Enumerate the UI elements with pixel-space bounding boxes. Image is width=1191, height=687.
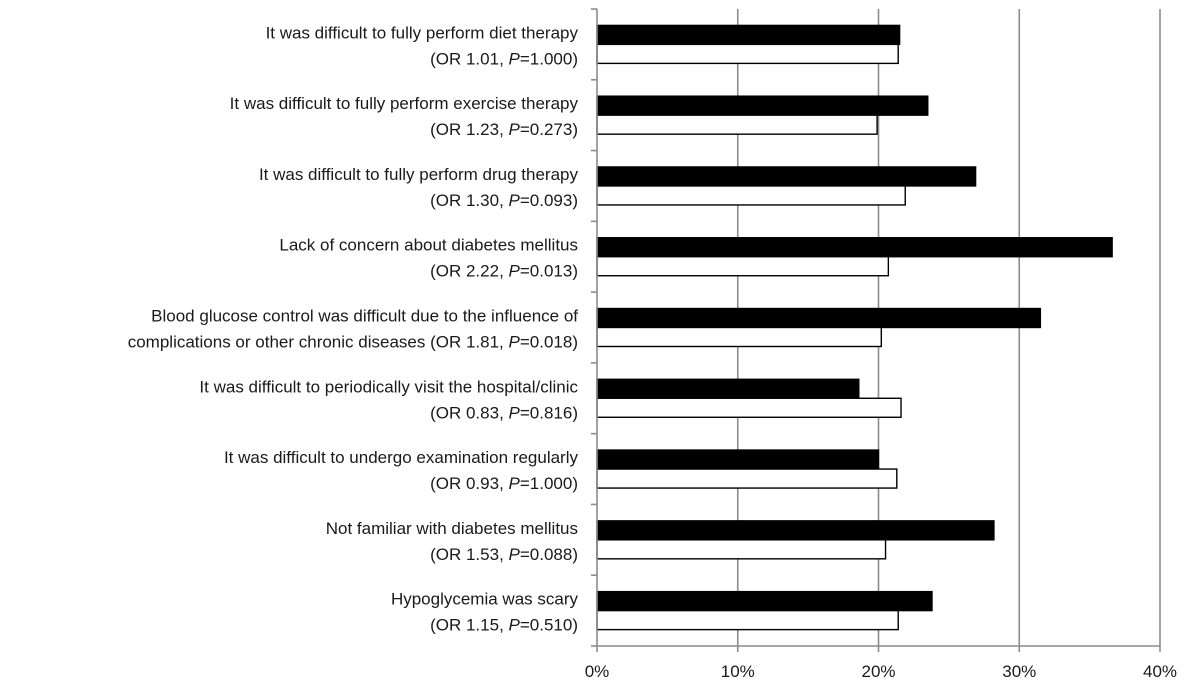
- p-label: P: [509, 474, 521, 493]
- bar-series-1: [596, 24, 901, 46]
- p-value-text: =0.816): [520, 403, 578, 422]
- p-label: P: [509, 49, 521, 68]
- x-tick-label: 30%: [1002, 662, 1036, 681]
- y-axis: [591, 8, 1161, 652]
- p-label: P: [509, 333, 521, 352]
- odds-ratio-text: (OR 1.01,: [430, 49, 508, 68]
- category-label-line2: complications or other chronic diseases …: [128, 333, 578, 352]
- p-label: P: [509, 120, 521, 139]
- bars: [596, 24, 1113, 631]
- category-label-line2: (OR 1.53, P=0.088): [430, 545, 578, 564]
- p-label: P: [509, 545, 521, 564]
- category-label-line1: It was difficult to fully perform exerci…: [230, 94, 579, 113]
- odds-ratio-text: complications or other chronic diseases …: [128, 333, 509, 352]
- p-value-text: =1.000): [520, 474, 578, 493]
- p-label: P: [509, 616, 521, 635]
- x-tick-label: 40%: [1143, 662, 1177, 681]
- bar-series-2: [596, 43, 899, 65]
- category-label-line1: Hypoglycemia was scary: [391, 590, 579, 609]
- p-label: P: [509, 191, 521, 210]
- category-label-line1: It was difficult to fully perform drug t…: [259, 165, 579, 184]
- p-value-text: =0.088): [520, 545, 578, 564]
- bar-series-2: [596, 114, 878, 135]
- category-label-line2: (OR 0.83, P=0.816): [430, 403, 578, 422]
- p-value-text: =0.013): [520, 262, 578, 281]
- x-tick-label: 10%: [721, 662, 755, 681]
- category-label-line2: (OR 1.15, P=0.510): [430, 616, 578, 635]
- category-label-line1: It was difficult to periodically visit t…: [199, 377, 578, 396]
- odds-ratio-text: (OR 0.83,: [430, 403, 508, 422]
- p-value-text: =0.510): [520, 616, 578, 635]
- bar-series-1: [596, 95, 929, 116]
- bar-series-1: [596, 378, 860, 399]
- bar-series-2: [596, 609, 899, 631]
- bar-series-1: [596, 307, 1042, 329]
- p-value-text: =0.018): [520, 333, 578, 352]
- odds-ratio-text: (OR 0.93,: [430, 474, 508, 493]
- category-label-line1: It was difficult to undergo examination …: [224, 448, 579, 467]
- category-label-line2: (OR 1.23, P=0.273): [430, 120, 578, 139]
- odds-ratio-text: (OR 1.30,: [430, 191, 508, 210]
- p-label: P: [509, 403, 521, 422]
- category-labels: It was difficult to fully perform diet t…: [128, 23, 579, 634]
- x-tick-label: 0%: [585, 662, 610, 681]
- bar-series-2: [596, 539, 887, 560]
- category-label-line1: Blood glucose control was difficult due …: [151, 307, 578, 326]
- bar-series-1: [596, 166, 977, 187]
- odds-ratio-text: (OR 2.22,: [430, 262, 508, 281]
- x-tick-label: 20%: [861, 662, 895, 681]
- bar-series-1: [596, 590, 933, 612]
- bar-series-1: [596, 237, 1113, 258]
- category-label-line1: Lack of concern about diabetes mellitus: [279, 236, 578, 255]
- bar-series-2: [596, 397, 902, 418]
- p-value-text: =1.000): [520, 49, 578, 68]
- category-label-line2: (OR 1.30, P=0.093): [430, 191, 578, 210]
- x-tick-labels: 0% 10% 20% 30% 40%: [585, 662, 1177, 681]
- bar-series-2: [596, 185, 906, 206]
- bar-series-2: [596, 468, 898, 489]
- odds-ratio-text: (OR 1.53,: [430, 545, 508, 564]
- bar-series-2: [596, 256, 890, 277]
- category-label-line2: (OR 1.01, P=1.000): [430, 49, 578, 68]
- category-label-line1: It was difficult to fully perform diet t…: [266, 23, 579, 42]
- category-label-line2: (OR 2.22, P=0.013): [430, 262, 578, 281]
- bar-series-2: [596, 326, 883, 348]
- bar-series-1: [596, 520, 995, 541]
- p-value-text: =0.093): [520, 191, 578, 210]
- p-label: P: [509, 262, 521, 281]
- category-label-line2: (OR 0.93, P=1.000): [430, 474, 578, 493]
- odds-ratio-text: (OR 1.15,: [430, 616, 508, 635]
- odds-ratio-text: (OR 1.23,: [430, 120, 508, 139]
- bar-series-1: [596, 449, 880, 470]
- category-label-line1: Not familiar with diabetes mellitus: [326, 519, 578, 538]
- p-value-text: =0.273): [520, 120, 578, 139]
